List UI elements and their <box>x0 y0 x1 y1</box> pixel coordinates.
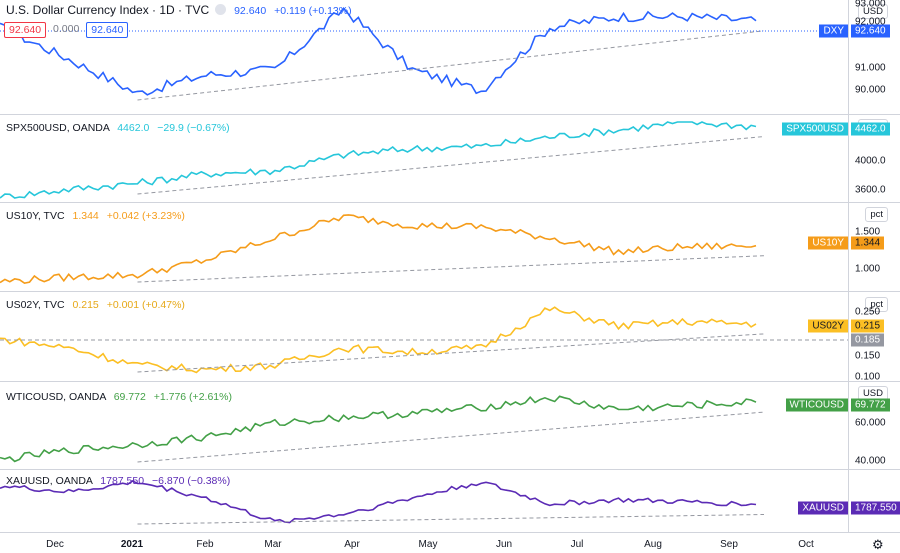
symbol-title[interactable]: U.S. Dollar Currency Index · 1D · TVC <box>6 3 210 17</box>
main-legend: U.S. Dollar Currency Index · 1D · TVC 92… <box>6 3 352 18</box>
series-tag-dxy: DXY <box>819 24 848 38</box>
y-tick: 4000.0 <box>855 155 886 167</box>
legend-price: 4462.0 <box>117 122 150 134</box>
y-tick: 92.000 <box>855 16 886 28</box>
y-tick: 93.000 <box>855 0 886 10</box>
legend-change: +1.776 (+2.61%) <box>153 391 232 403</box>
series-line-spx500usd <box>0 121 757 199</box>
last-value-tag: 0.215 <box>851 319 885 333</box>
x-tick: Feb <box>196 539 214 550</box>
legend-symbol[interactable]: XAUUSD, OANDA <box>6 475 93 487</box>
buy-price[interactable]: 92.640 <box>86 22 129 38</box>
legend-change: −6.870 (−0.38%) <box>152 475 231 487</box>
unit-button[interactable]: pct <box>865 207 888 222</box>
legend-symbol[interactable]: WTICOUSD, OANDA <box>6 391 106 403</box>
y-tick: 40.000 <box>855 455 886 467</box>
series-tag-wticousd: WTICOUSD <box>785 398 848 412</box>
last-value-tag: 4462.0 <box>851 122 890 136</box>
trend-line <box>137 514 765 525</box>
series-tag-spx500usd: SPX500USD <box>782 122 848 136</box>
y-tick: 90.000 <box>855 84 886 96</box>
series-line-dxy <box>0 7 757 96</box>
main-change: +0.119 (+0.13%) <box>274 5 352 17</box>
y-tick: 0.100 <box>855 371 881 383</box>
series-tag-us02y: US02Y <box>808 319 848 333</box>
legend-symbol[interactable]: SPX500USD, OANDA <box>6 122 110 134</box>
legend-price: 0.215 <box>72 299 99 311</box>
pane-divider <box>0 202 900 203</box>
legend-price: 69.772 <box>113 391 146 403</box>
pane-divider <box>0 114 900 115</box>
series-tag-xauusd: XAUUSD <box>798 501 848 515</box>
legend-spx500usd: SPX500USD, OANDA 4462.0 −29.9 (−0.67%) <box>6 121 230 135</box>
bid-ask-boxes: 92.640 0.000 92.640 <box>4 22 129 38</box>
legend-wticousd: WTICOUSD, OANDA 69.772 +1.776 (+2.61%) <box>6 390 232 404</box>
series-line-wticousd <box>0 395 757 463</box>
legend-xauusd: XAUUSD, OANDA 1787.550 −6.870 (−0.38%) <box>6 474 230 488</box>
y-tick: 0.150 <box>855 350 881 362</box>
gear-icon[interactable]: ⚙ <box>872 537 884 552</box>
last-value-tag: 69.772 <box>851 398 890 412</box>
series-line-us02y <box>0 306 757 374</box>
last-value-tag: 92.640 <box>851 24 890 38</box>
legend-us02y: US02Y, TVC 0.215 +0.001 (+0.47%) <box>6 298 185 312</box>
trend-line <box>137 30 765 101</box>
legend-change: +0.042 (+3.23%) <box>106 210 185 222</box>
legend-change: +0.001 (+0.47%) <box>106 299 185 311</box>
time-axis-divider <box>0 532 900 533</box>
trend-line <box>137 411 765 463</box>
x-tick: Jul <box>570 539 584 550</box>
level-tag: 0.185 <box>851 333 885 347</box>
status-dot-icon <box>215 4 227 15</box>
x-tick: Apr <box>344 539 360 550</box>
legend-us10y: US10Y, TVC 1.344 +0.042 (+3.23%) <box>6 209 185 223</box>
x-tick: 2021 <box>120 539 144 550</box>
x-tick: Dec <box>46 539 64 550</box>
last-value-tag: 1787.550 <box>851 501 900 515</box>
x-tick: Jun <box>495 539 513 550</box>
unit-button[interactable]: USD <box>857 4 888 19</box>
x-tick: Mar <box>264 539 282 550</box>
spread: 0.000 <box>53 23 80 35</box>
y-tick: 0.250 <box>855 306 881 318</box>
last-value-tag: 1.344 <box>851 236 885 250</box>
y-tick: 91.000 <box>855 62 886 74</box>
y-tick: 3600.0 <box>855 184 886 196</box>
y-tick: 1.000 <box>855 263 881 275</box>
y-tick: 60.000 <box>855 417 886 429</box>
pane-divider <box>0 469 900 470</box>
legend-symbol[interactable]: US10Y, TVC <box>6 210 65 222</box>
legend-symbol[interactable]: US02Y, TVC <box>6 299 65 311</box>
pane-divider <box>0 381 900 382</box>
legend-price: 1.344 <box>72 210 99 222</box>
trend-line <box>137 136 765 195</box>
price-scale-divider <box>848 0 849 532</box>
y-tick: 1.500 <box>855 226 881 238</box>
pane-divider <box>0 291 900 292</box>
trend-line <box>137 255 765 283</box>
x-tick: Sep <box>720 539 738 550</box>
unit-button[interactable]: pct <box>865 297 888 312</box>
series-tag-us10y: US10Y <box>808 236 848 250</box>
x-tick: Oct <box>798 539 814 550</box>
legend-change: −29.9 (−0.67%) <box>157 122 230 134</box>
x-tick: May <box>418 539 438 550</box>
sell-price[interactable]: 92.640 <box>4 22 47 38</box>
series-line-xauusd <box>0 479 757 524</box>
main-price: 92.640 <box>234 5 267 17</box>
series-line-us10y <box>0 214 757 285</box>
x-tick: Aug <box>644 539 662 550</box>
legend-price: 1787.550 <box>100 475 145 487</box>
